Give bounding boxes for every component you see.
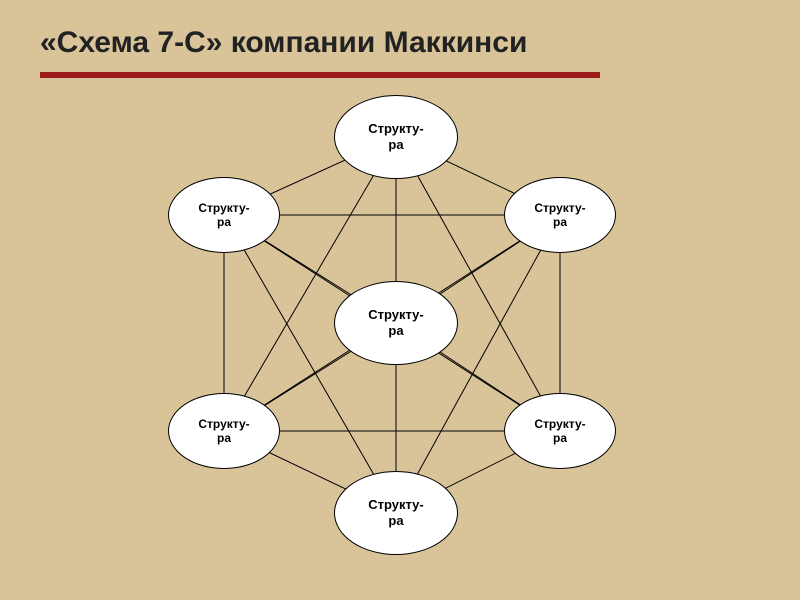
edge — [396, 215, 560, 513]
node-n3: Структу- ра — [334, 281, 458, 365]
node-n5: Структу- ра — [504, 393, 616, 469]
node-label: Структу- ра — [198, 417, 249, 446]
node-label: Структу- ра — [534, 417, 585, 446]
node-label: Структу- ра — [198, 201, 249, 230]
title-area: «Схема 7-С» компании Маккинси — [40, 26, 760, 60]
edge — [224, 215, 396, 513]
slide: «Схема 7-С» компании Маккинси Структу- р… — [0, 0, 800, 600]
node-n6: Структу- ра — [334, 471, 458, 555]
node-n4: Структу- ра — [168, 393, 280, 469]
node-label: Структу- ра — [368, 121, 424, 152]
node-label: Структу- ра — [368, 307, 424, 338]
diagram-7s: Структу- ра Структу- ра Структу- ра Структу… — [0, 95, 800, 595]
node-label: Структу- ра — [368, 497, 424, 528]
node-n0: Структу- ра — [334, 95, 458, 179]
node-n1: Структу- ра — [168, 177, 280, 253]
title-underline — [40, 72, 600, 78]
page-title: «Схема 7-С» компании Маккинси — [40, 26, 760, 60]
node-label: Структу- ра — [534, 201, 585, 230]
node-n2: Структу- ра — [504, 177, 616, 253]
